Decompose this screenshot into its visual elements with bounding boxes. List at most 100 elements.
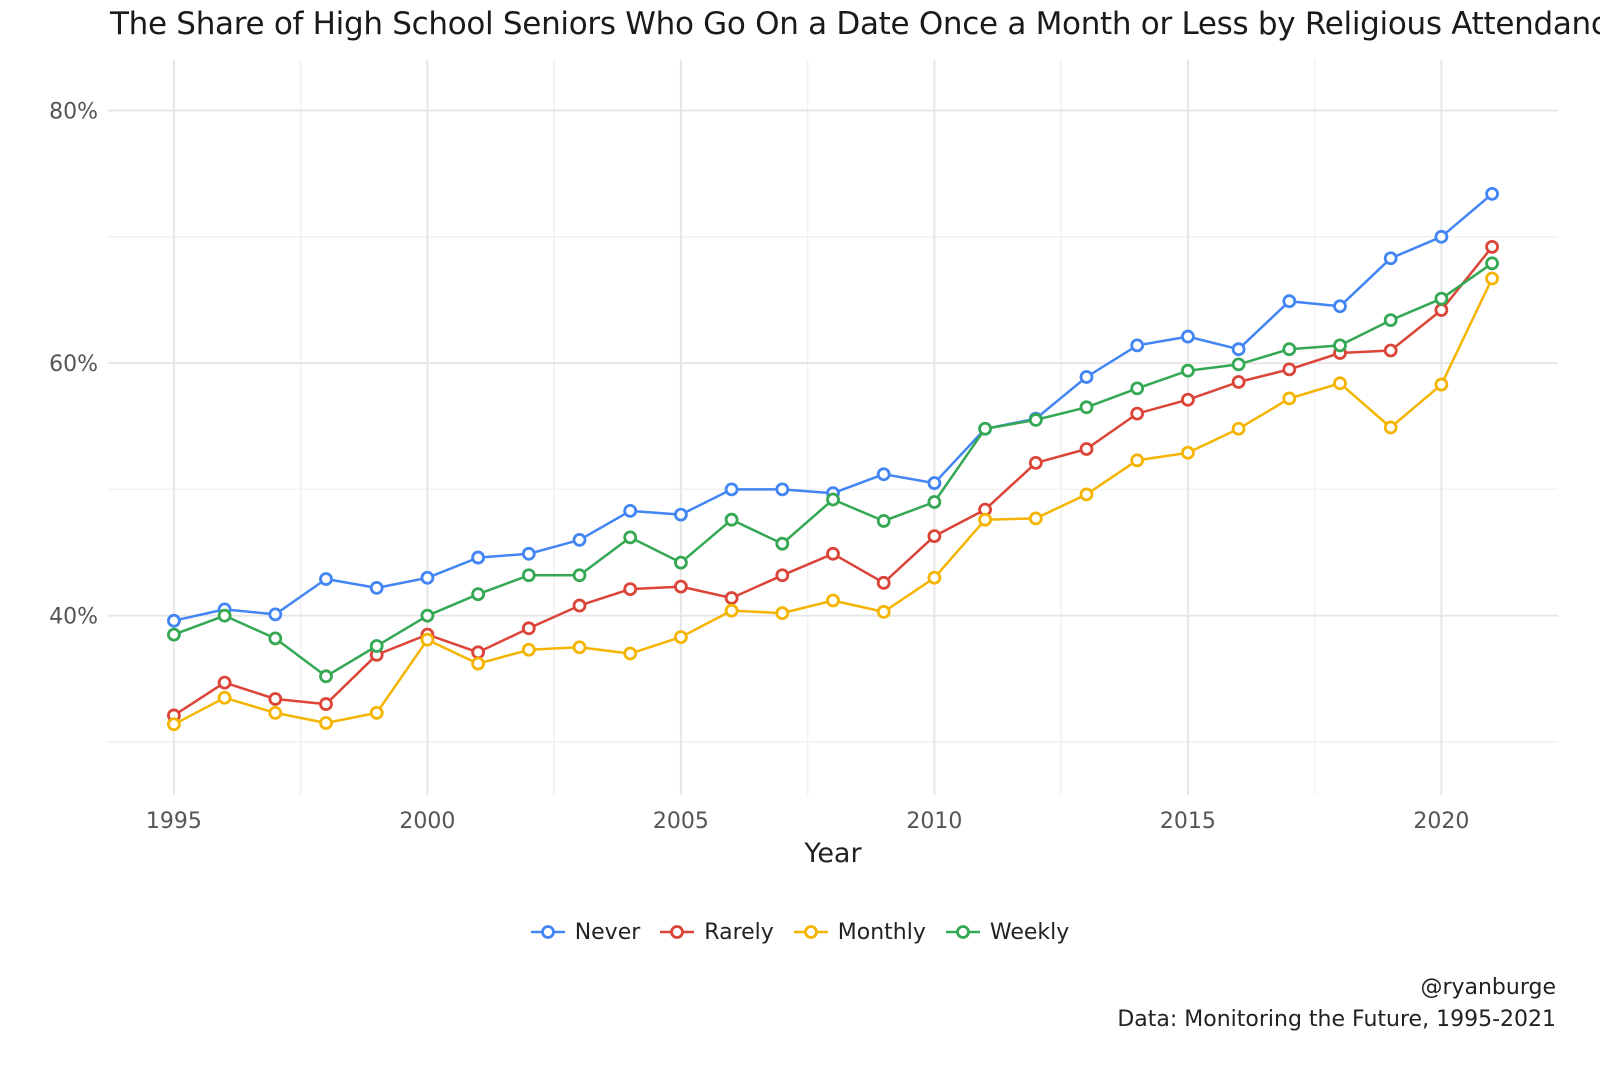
data-point-weekly: [268, 631, 283, 646]
legend-item-rarely: Rarely: [660, 920, 774, 945]
data-point-rarely: [1130, 406, 1145, 421]
data-point-monthly: [623, 646, 638, 661]
data-point-never: [1333, 299, 1347, 314]
series-weekly: [167, 256, 1499, 684]
data-point-monthly: [167, 717, 181, 732]
data-point-rarely: [927, 529, 942, 544]
data-point-weekly: [1180, 363, 1195, 378]
data-point-rarely: [1383, 343, 1398, 358]
data-point-weekly: [420, 608, 435, 623]
data-point-rarely: [623, 582, 638, 597]
data-point-weekly: [1130, 381, 1145, 396]
series-monthly: [167, 271, 1499, 732]
data-point-never: [1079, 370, 1094, 384]
data-point-never: [724, 482, 739, 497]
data-point-rarely: [1028, 455, 1043, 470]
data-point-monthly: [471, 656, 486, 671]
data-point-monthly: [978, 512, 992, 527]
data-point-rarely: [1434, 303, 1449, 317]
data-point-weekly: [471, 587, 486, 602]
x-tick-label: 2005: [653, 809, 709, 834]
gridlines: [108, 60, 1558, 795]
legend-label-never: Never: [574, 919, 641, 945]
caption-source: Data: Monitoring the Future, 1995-2021: [1117, 1007, 1556, 1032]
data-point-monthly: [724, 603, 739, 618]
line-chart: 1995 2000 2005 2010 2015 2020 40% 60% 80% Year: [49, 60, 1558, 869]
data-point-never: [876, 467, 891, 482]
data-point-weekly: [217, 608, 232, 623]
caption-author: @ryanburge: [1420, 975, 1556, 1000]
data-point-monthly: [217, 690, 232, 705]
data-point-monthly: [319, 716, 333, 730]
data-point-rarely: [724, 591, 739, 605]
chart-caption: @ryanburge Data: Monitoring the Future, …: [1117, 972, 1556, 1036]
legend-key-never: [530, 925, 565, 939]
x-tick-label: 2010: [906, 809, 962, 834]
data-point-weekly: [572, 568, 587, 583]
data-point-never: [1282, 294, 1297, 309]
data-point-rarely: [1485, 240, 1499, 254]
y-tick-label: 40%: [49, 605, 98, 630]
data-point-weekly: [1333, 338, 1347, 353]
data-point-never: [319, 572, 333, 586]
legend-label-weekly: Weekly: [989, 919, 1070, 945]
legend-key-rarely: [660, 925, 695, 939]
data-point-rarely: [674, 579, 688, 594]
data-point-weekly: [826, 492, 840, 507]
x-tick-label: 2020: [1413, 809, 1469, 834]
data-point-monthly: [1180, 445, 1195, 460]
data-point-never: [521, 546, 536, 561]
data-point-weekly: [978, 421, 992, 436]
x-tick-label: 1995: [146, 809, 202, 834]
data-point-monthly: [775, 606, 790, 621]
data-point-never: [1434, 229, 1449, 244]
data-point-weekly: [775, 536, 790, 551]
data-point-never: [268, 607, 283, 622]
data-point-never: [927, 476, 942, 490]
data-point-never: [572, 532, 587, 547]
x-axis-ticks: 1995 2000 2005 2010 2015 2020: [146, 809, 1469, 834]
data-point-monthly: [1079, 487, 1094, 502]
data-point-never: [623, 503, 638, 518]
data-point-never: [1130, 338, 1145, 353]
y-tick-label: 80%: [49, 100, 98, 125]
data-point-weekly: [1282, 342, 1297, 357]
data-point-rarely: [217, 675, 232, 690]
data-point-never: [420, 570, 435, 585]
legend-item-never: Never: [530, 919, 641, 945]
data-point-monthly: [420, 632, 435, 647]
data-point-weekly: [623, 530, 638, 545]
data-point-rarely: [1231, 375, 1246, 389]
data-point-weekly: [1434, 291, 1449, 306]
x-tick-label: 2015: [1160, 809, 1216, 834]
data-point-never: [369, 580, 384, 595]
data-point-never: [775, 482, 790, 497]
data-point-monthly: [1485, 271, 1499, 286]
data-point-monthly: [1333, 376, 1347, 391]
data-point-rarely: [826, 546, 840, 561]
data-point-monthly: [572, 640, 587, 655]
data-point-rarely: [1079, 442, 1094, 456]
data-point-rarely: [876, 575, 891, 590]
data-point-monthly: [369, 706, 384, 720]
data-point-rarely: [1282, 362, 1297, 377]
data-point-never: [1180, 329, 1195, 344]
data-point-never: [471, 550, 486, 565]
data-point-weekly: [521, 568, 536, 583]
data-point-monthly: [268, 706, 283, 720]
data-point-never: [1485, 186, 1499, 201]
series-line-weekly: [173, 262, 1493, 678]
data-point-never: [167, 613, 181, 628]
data-point-never: [674, 507, 688, 522]
data-point-weekly: [369, 639, 384, 653]
data-point-monthly: [876, 604, 891, 619]
data-point-weekly: [1383, 313, 1398, 328]
data-point-monthly: [521, 642, 536, 657]
data-point-monthly: [674, 630, 688, 645]
data-point-monthly: [1282, 391, 1297, 406]
data-point-rarely: [1180, 392, 1195, 407]
x-axis-title: Year: [803, 838, 862, 869]
y-tick-label: 60%: [49, 352, 98, 377]
data-point-weekly: [167, 627, 181, 642]
data-point-never: [1383, 251, 1398, 266]
